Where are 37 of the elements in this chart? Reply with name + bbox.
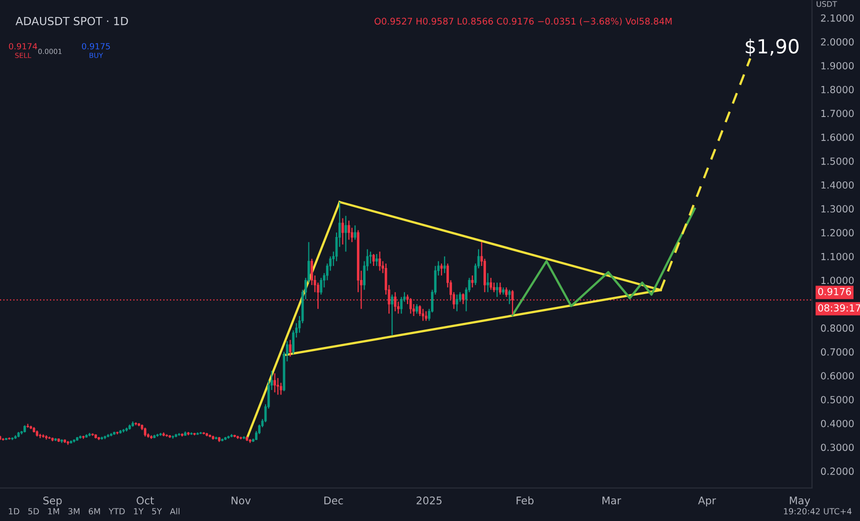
y-tick-label: 0.6000 (820, 372, 854, 380)
text: 19:20:42 UTC+4 (784, 508, 852, 514)
x-tick-label: Nov (232, 496, 251, 504)
y-tick-label: 1.2000 (821, 229, 854, 236)
x-tick-label: Dec (324, 496, 343, 504)
annotation: $1,90 (746, 38, 799, 56)
y-tick-label: 1.9000 (821, 62, 854, 70)
y-tick-label: 1.4000 (821, 181, 854, 189)
x-tick-label: Mar (602, 496, 622, 504)
y-tick-label: 1.7000 (821, 110, 854, 118)
y-tick-label: 0.4000 (820, 420, 854, 428)
y-tick-label: 0.7000 (820, 348, 854, 356)
y-tick-label: 1.8000 (821, 86, 854, 94)
y-tick-label: 1.6000 (821, 134, 854, 141)
annotation: 0.9175 (82, 43, 110, 50)
y-tick-label: 1.5000 (821, 157, 854, 165)
text: O0.9527 H0.9587 L0.8566 C0.9176 −0.0351 (−3.68%) Vol58.84M (374, 18, 672, 26)
x-tick-label: 2025 (416, 496, 442, 504)
y-tick-label: 1.0000 (821, 276, 854, 284)
x-tick-label: Apr (698, 496, 716, 506)
y-tick-label: 2.0000 (821, 38, 854, 46)
y-tick-label: 0.5000 (820, 396, 854, 404)
text: 08:39:17 (818, 304, 860, 312)
x-tick-label: Oct (136, 496, 154, 504)
y-tick-label: 1.3000 (821, 205, 854, 213)
ref-line-label: 0.9176 (818, 288, 851, 296)
y-tick-label: 0.2000 (820, 468, 854, 475)
x-tick-label: Sep (43, 496, 62, 506)
x-tick-label: Feb (516, 496, 534, 504)
text: 1D 5D 1M 3M 6M YTD 1Y 5Y All (8, 508, 180, 514)
y-tick-label: 0.3000 (820, 444, 854, 452)
y-tick-label: 0.8000 (820, 324, 854, 332)
y-tick-label: 1.1000 (821, 252, 854, 260)
y-tick-label: 2.1000 (821, 14, 854, 22)
x-tick-label: May (790, 496, 810, 506)
text: ADAUSDT SPOT · 1D (16, 16, 128, 26)
annotation: 0.9174 (8, 43, 38, 50)
